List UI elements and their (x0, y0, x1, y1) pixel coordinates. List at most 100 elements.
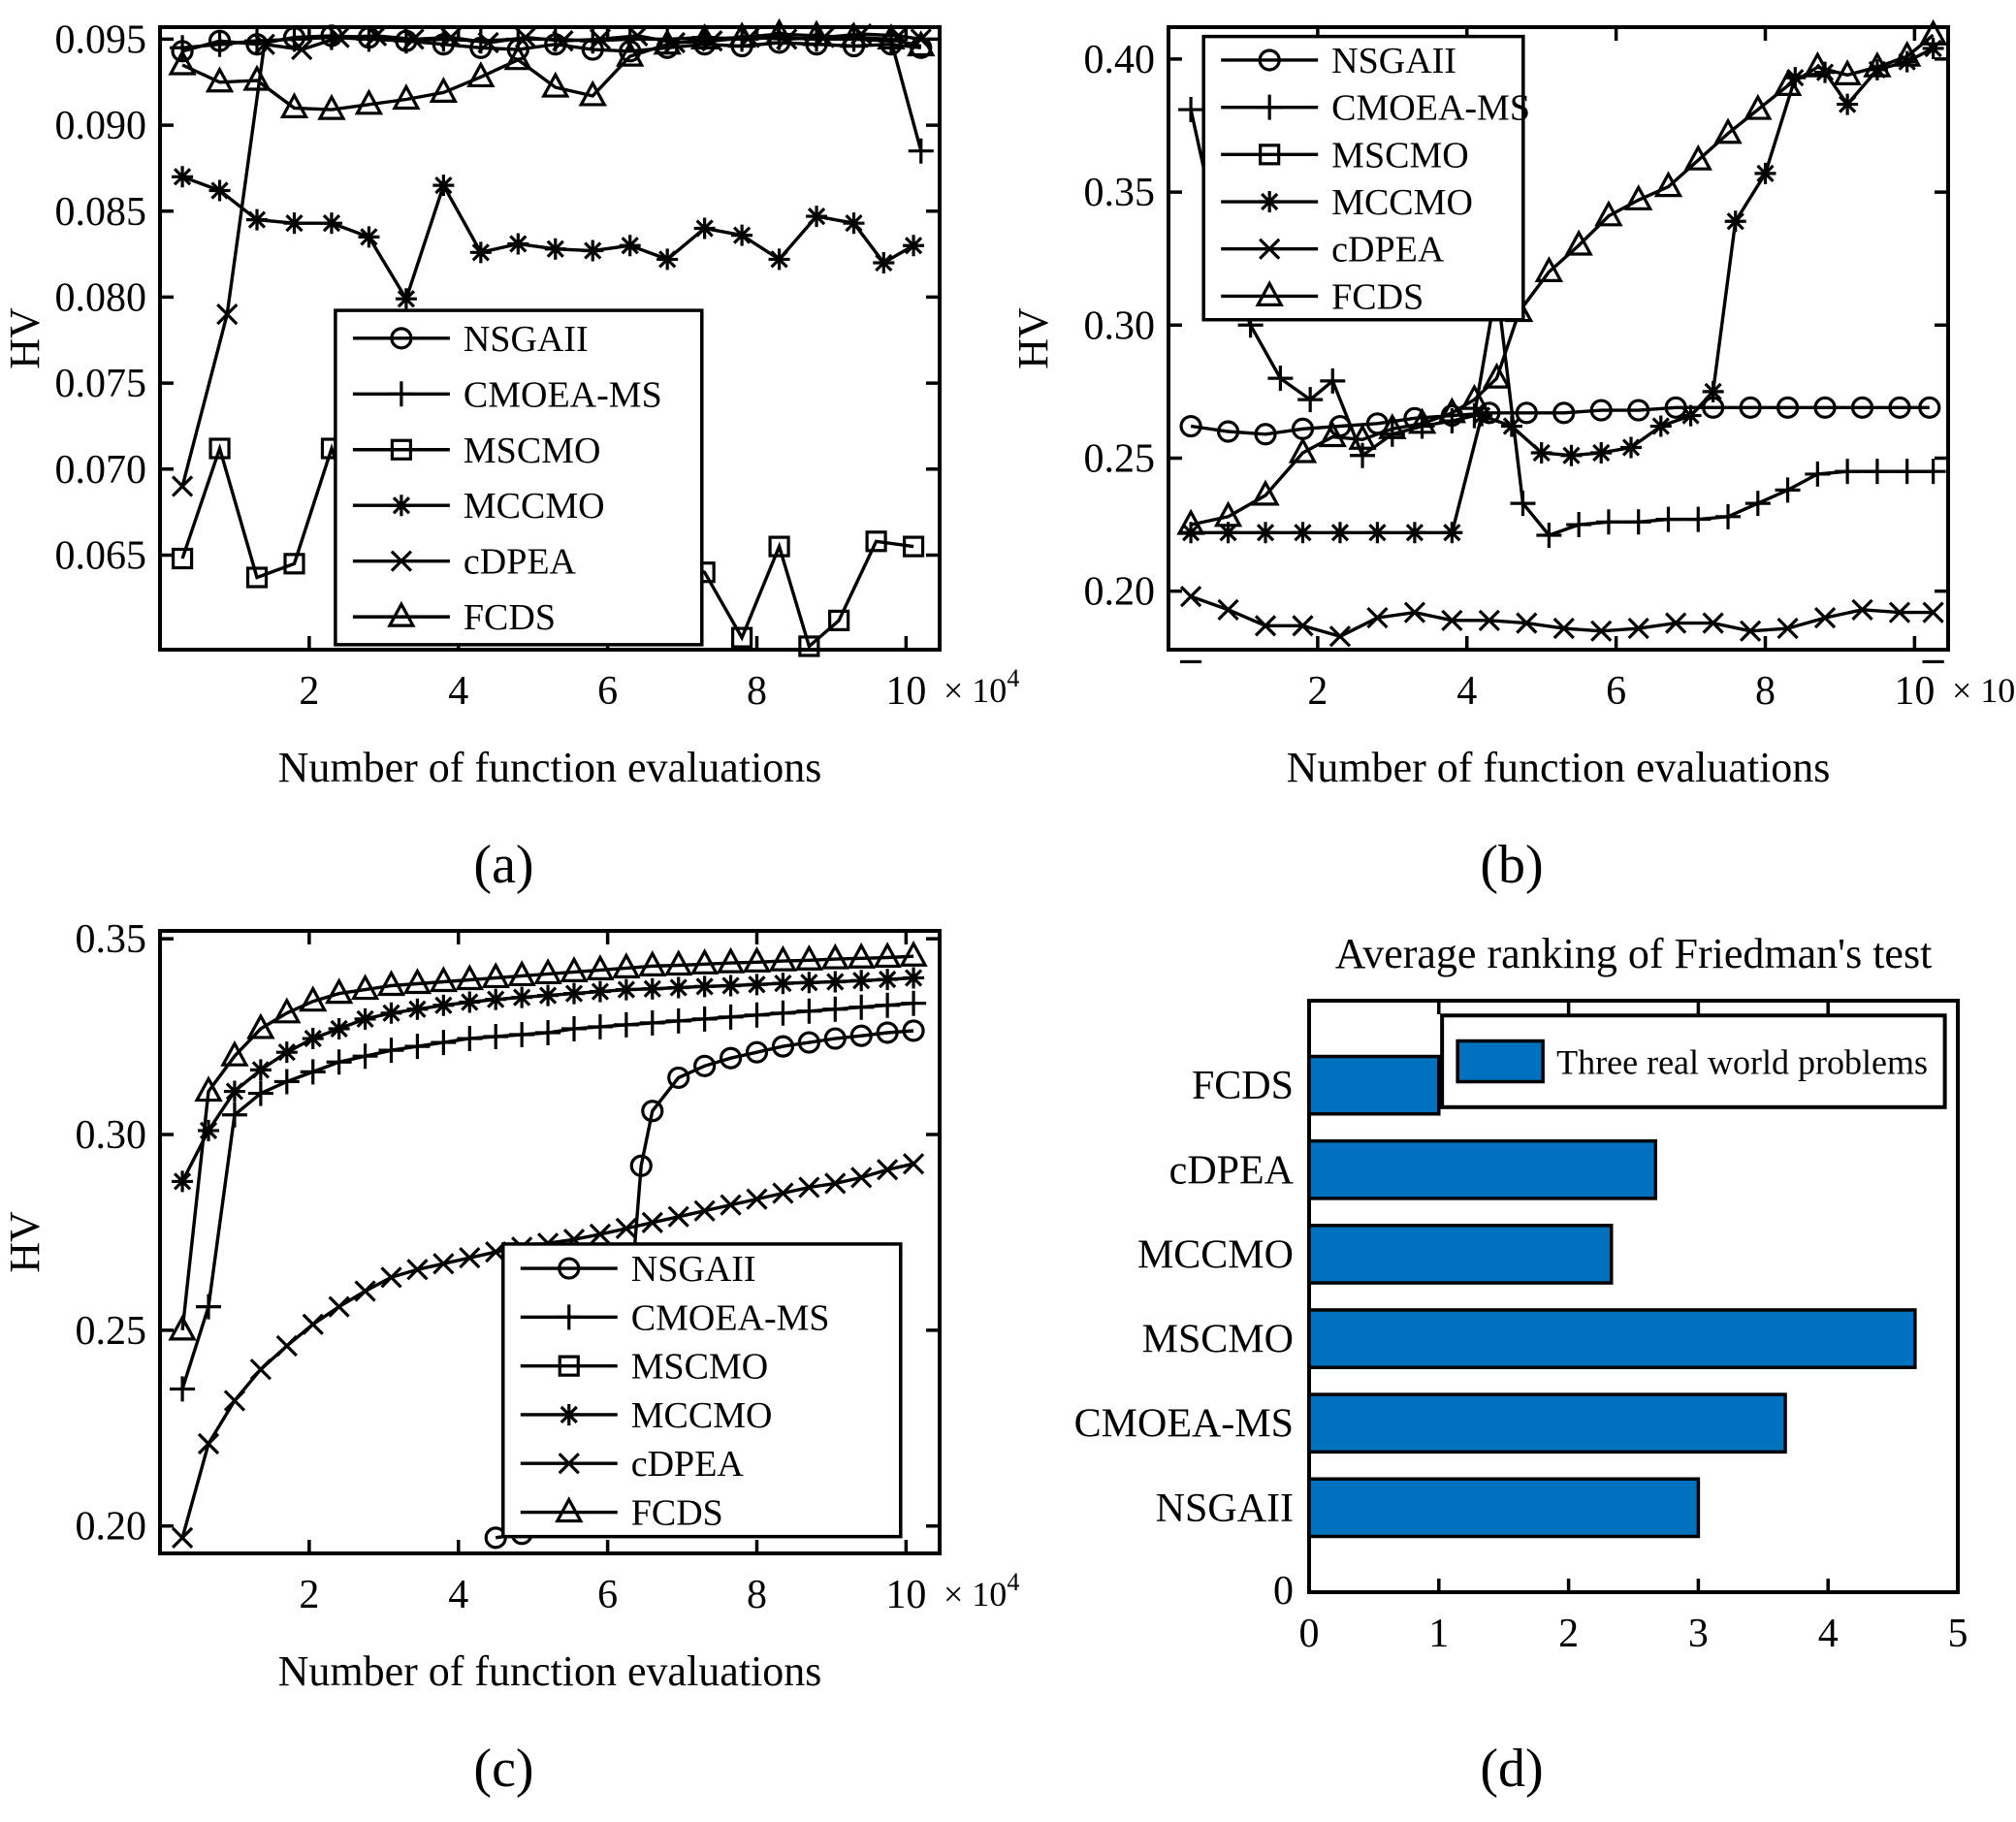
legend-label: cDPEA (631, 1444, 745, 1485)
bar-row-MSCMO: MSCMO (1141, 1308, 1917, 1369)
y-tick-label: 0.35 (76, 917, 147, 962)
subplot-d-cell: 0 1 2 3 4 5 0 Average ranking of Friedman's tes… (1008, 904, 2016, 1807)
x-tick-label: 2 (1307, 669, 1328, 714)
y-tick-label: 0.080 (55, 275, 147, 320)
y-tick-label: 0.20 (1083, 570, 1155, 615)
series-MSCMO (174, 1576, 923, 1594)
bar-row-NSGAII: NSGAII (1155, 1477, 1700, 1539)
y-zero-tick-label: 0 (1273, 1569, 1294, 1614)
subplot-c-caption: (c) (473, 1739, 534, 1799)
legend-label: FCDS (464, 597, 556, 638)
x-tick-label: 10 (1894, 669, 1935, 714)
legend-item-NSGAII: NSGAII (352, 319, 589, 360)
x-axis-label: Number of function evaluations (278, 744, 822, 791)
bar-CMOEA-MS (1306, 1392, 1787, 1454)
series-CMOEA-MS (170, 990, 927, 1402)
subplot-a-caption: (a) (473, 835, 534, 895)
bar-row-cDPEA: cDPEA (1168, 1138, 1657, 1200)
x-tick-label: 10 (885, 669, 926, 714)
series-FCDS (168, 17, 936, 120)
legend-label: CMOEA-MS (631, 1297, 830, 1338)
x-tick-label: 4 (1456, 669, 1477, 714)
legend-item-FCDS: FCDS (1220, 276, 1424, 317)
y-tick-label: 0.25 (76, 1309, 147, 1354)
legend-label: FCDS (631, 1493, 723, 1534)
series-cDPEA (1179, 585, 1944, 648)
legend-label: MCCMO (1331, 182, 1473, 223)
x-tick-label: 8 (747, 669, 767, 714)
subplot-b-chart: 2 4 6 8 10 0.20 0.25 0.30 0.35 0.40 Number of func… (1009, 18, 2016, 791)
legend-item-MCCMO: MCCMO (1220, 182, 1473, 223)
y-tick-label: 0.065 (55, 533, 147, 578)
legend-item-CMOEA-MS: CMOEA-MS (520, 1297, 830, 1338)
subplot-c-cell: 2 4 6 8 10 0.20 0.25 0.30 0.35 Number of function… (0, 904, 1019, 1807)
legend-label: CMOEA-MS (464, 374, 662, 415)
series-FCDS (1175, 18, 1947, 535)
legend: NSGAII CMOEA-MS MSCMO MCCMO cDPEA FCDS (1200, 34, 1529, 322)
bar-row-FCDS: FCDS (1191, 1054, 1441, 1116)
bar-MSCMO (1306, 1308, 1917, 1369)
series-cDPEA (171, 22, 932, 497)
legend-item-NSGAII: NSGAII (520, 1249, 756, 1290)
legend-item-CMOEA-MS: CMOEA-MS (1220, 88, 1529, 129)
legend-label: NSGAII (631, 1249, 756, 1290)
legend-item-MSCMO: MSCMO (1220, 135, 1469, 176)
legend-item-MSCMO: MSCMO (352, 431, 601, 471)
subplot-d-chart: 0 1 2 3 4 5 0 Average ranking of Friedman's tes… (1073, 930, 1968, 1656)
x-tick-label: 2 (299, 1573, 319, 1617)
x-tick-label: 4 (448, 1573, 468, 1617)
legend-item-MCCMO: MCCMO (352, 486, 605, 527)
chart-title: Average ranking of Friedman's test (1334, 930, 1932, 977)
bar-MCCMO (1306, 1224, 1614, 1285)
legend-label: NSGAII (464, 319, 589, 360)
x-tick-label: 3 (1687, 1612, 1708, 1656)
bar-row-MCCMO: MCCMO (1136, 1224, 1614, 1285)
y-tick-label: 0.25 (1083, 436, 1155, 481)
x-tick-label: 6 (1606, 669, 1626, 714)
y-tick-label: 0.090 (55, 104, 147, 148)
legend-label: MSCMO (631, 1347, 769, 1388)
x-axis-label: Number of function evaluations (278, 1647, 822, 1695)
legend: Three real world problems (1439, 1013, 1947, 1109)
series-MCCMO (172, 166, 925, 310)
y-tick-label: 0.30 (76, 1113, 147, 1158)
axis-exponent-label: × 104 (944, 1568, 1019, 1614)
legend-label: NSGAII (1331, 41, 1456, 81)
legend-label: Three real world problems (1556, 1043, 1928, 1082)
subplot-c-chart: 2 4 6 8 10 0.20 0.25 0.30 0.35 Number of function… (1, 917, 1019, 1695)
legend-label: MSCMO (1331, 135, 1469, 176)
y-tick-label: 0.35 (1083, 171, 1155, 215)
bar-category-label: FCDS (1191, 1064, 1293, 1108)
bar-FCDS (1306, 1054, 1441, 1116)
x-tick-label: 8 (747, 1573, 767, 1617)
legend-label: cDPEA (464, 542, 577, 583)
legend-label: MCCMO (631, 1395, 773, 1436)
y-axis-label: HV (1009, 307, 1057, 369)
legend-item-NSGAII: NSGAII (1220, 41, 1456, 81)
y-tick-label: 0.30 (1083, 304, 1155, 348)
axis-exponent-label: × 104 (1952, 664, 2016, 710)
legend-item-cDPEA: cDPEA (520, 1444, 745, 1485)
bar-category-label: MSCMO (1141, 1318, 1293, 1362)
bar-NSGAII (1306, 1477, 1700, 1539)
bar-category-label: cDPEA (1168, 1148, 1294, 1193)
x-tick-label: 4 (448, 669, 468, 714)
legend-swatch (1455, 1039, 1545, 1084)
subplot-d-caption: (d) (1480, 1739, 1544, 1799)
bar-cDPEA (1306, 1138, 1657, 1200)
legend: NSGAII CMOEA-MS MSCMO MCCMO cDPEA FCDS (334, 308, 704, 647)
y-tick-label: 0.095 (55, 17, 147, 62)
series-MCCMO (1179, 37, 1944, 544)
y-tick-label: 0.070 (55, 448, 147, 493)
legend-label: MSCMO (464, 431, 601, 471)
series-NSGAII (1178, 396, 1940, 446)
series-MSCMO (1179, 659, 1944, 663)
subplot-b-caption: (b) (1480, 835, 1544, 895)
x-tick-label: 0 (1298, 1612, 1319, 1656)
legend-item-CMOEA-MS: CMOEA-MS (352, 374, 662, 415)
bar-category-label: NSGAII (1155, 1486, 1293, 1531)
legend-item-MCCMO: MCCMO (520, 1395, 773, 1436)
subplot-b-cell: 2 4 6 8 10 0.20 0.25 0.30 0.35 0.40 Number of func… (1008, 0, 2016, 904)
y-tick-label: 0.075 (55, 362, 147, 406)
axes-box: 2 4 6 8 10 0.20 0.25 0.30 0.35 (76, 917, 942, 1617)
